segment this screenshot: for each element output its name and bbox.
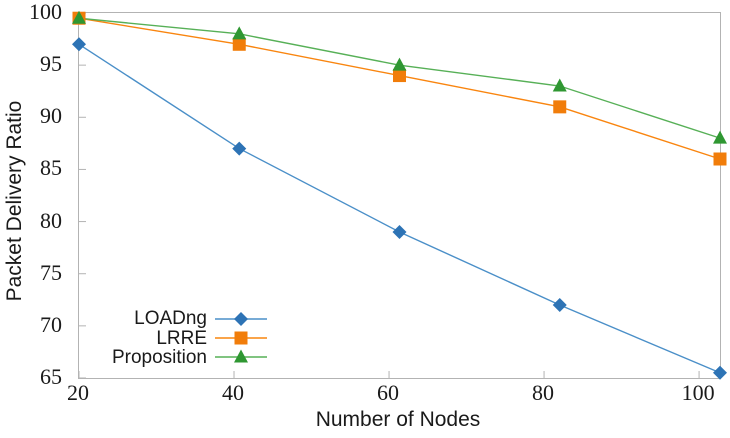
data-point-loadng (713, 365, 727, 380)
y-tick-label: 70 (40, 311, 62, 337)
data-point-loadng (232, 141, 247, 156)
legend-label-loadng: LOADng (134, 308, 207, 330)
plot-area (72, 10, 727, 380)
legend-item-loadng: LOADng (95, 309, 267, 328)
legend-diamond-marker-icon (215, 311, 267, 326)
chart-canvas (72, 10, 727, 380)
data-point-proposition (552, 78, 567, 92)
data-point-proposition (392, 57, 407, 71)
y-tick-label: 85 (40, 155, 62, 181)
data-point-proposition (232, 26, 247, 40)
x-axis-label: Number of Nodes (315, 408, 481, 431)
legend-label-lrre: LRRE (156, 327, 207, 349)
legend-marker-loadng (234, 311, 248, 326)
legend: LOADng LRRE Proposition (95, 309, 267, 367)
y-tick-label: 100 (29, 0, 62, 24)
data-point-loadng (392, 225, 407, 239)
x-tick-label: 20 (67, 380, 89, 405)
data-point-lrre (393, 69, 406, 83)
data-point-lrre (713, 152, 727, 166)
data-point-lrre (232, 37, 246, 51)
data-point-proposition (72, 10, 86, 24)
y-tick-label: 95 (40, 51, 62, 77)
legend-item-lrre: LRRE (95, 327, 267, 349)
data-point-loadng (552, 298, 567, 312)
y-tick-label: 75 (40, 259, 62, 285)
data-point-lrre (553, 100, 567, 114)
x-tick-label: 40 (222, 380, 245, 405)
legend-item-proposition: Proposition (95, 348, 267, 367)
x-tick-label: 60 (377, 380, 400, 405)
legend-marker-lrre (234, 331, 248, 345)
y-tick-label: 80 (40, 207, 62, 233)
data-point-proposition (713, 130, 727, 144)
legend-square-marker-icon (215, 331, 267, 345)
legend-marker-proposition (234, 349, 248, 363)
y-tick-label: 65 (40, 364, 62, 389)
x-tick-label: 80 (532, 380, 555, 405)
series-line-lrre (78, 17, 721, 160)
legend-triangle-marker-icon (215, 349, 267, 363)
legend-label-proposition: Proposition (111, 346, 207, 368)
y-tick-label: 90 (40, 103, 62, 129)
x-tick-label: 100 (681, 380, 715, 405)
data-point-loadng (72, 37, 86, 52)
